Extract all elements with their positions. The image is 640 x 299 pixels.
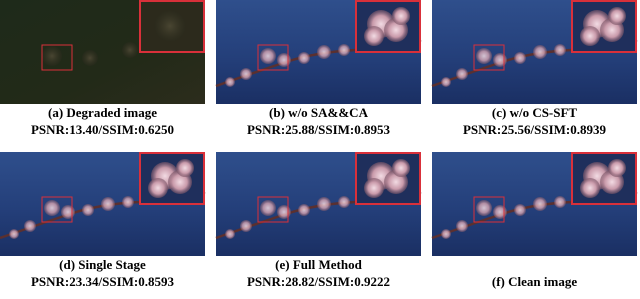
crop-box [41,44,73,71]
blossom [476,48,492,64]
blossom [122,196,134,208]
panel [431,152,638,256]
caption: (d) Single Stage [59,257,146,272]
blossom [338,196,350,208]
blossom [24,220,36,232]
blossom [277,205,291,219]
zoom-blossom [580,178,600,198]
blossom [298,204,310,216]
blossom [122,42,138,58]
caption: (f) Clean image [492,274,577,289]
blossom [514,204,526,216]
blossom [456,68,468,80]
caption: (b) w/o SA&&CA [269,105,369,120]
blossom [317,197,331,211]
blossom [554,44,566,56]
panel [0,0,205,104]
zoom-blossom [608,159,626,177]
blossom [441,77,451,87]
blossom [456,220,468,232]
blossom [533,45,547,59]
zoom-blossom [176,159,194,177]
panel [215,0,422,104]
panel [215,152,422,256]
blossom [533,197,547,211]
caption: (c) w/o CS-SFT [492,105,578,120]
zoom-blossom [148,178,168,198]
blossom [260,48,276,64]
zoom-blossom [364,26,384,46]
blossom [101,197,115,211]
blossom [493,205,507,219]
blossom [298,52,310,64]
caption: (a) Degraded image [48,105,157,120]
zoom-box [571,0,637,53]
blossom [240,220,252,232]
blossom [9,229,19,239]
metrics: PSNR:28.82/SSIM:0.9222 [247,274,390,289]
metrics: PSNR:13.40/SSIM:0.6250 [31,122,174,137]
blossom [441,229,451,239]
blossom [338,44,350,56]
blossom [240,68,252,80]
crop-box [257,196,289,223]
blossom [42,46,62,66]
zoom-blossom [392,7,410,25]
blossom [82,50,98,66]
blossom [317,45,331,59]
crop-box [257,44,289,71]
metrics: PSNR:23.34/SSIM:0.8593 [31,274,175,289]
blossom [514,52,526,64]
zoom-blossom [154,10,186,42]
zoom-box [355,0,421,53]
blossom [493,53,507,67]
zoom-blossom [608,7,626,25]
zoom-blossom [364,178,384,198]
zoom-box [139,152,205,205]
caption: (e) Full Method [275,257,362,272]
metrics: PSNR:25.88/SSIM:0.8953 [247,122,391,137]
metrics: PSNR:25.56/SSIM:0.8939 [463,122,607,137]
zoom-box [571,152,637,205]
blossom [260,200,276,216]
zoom-blossom [392,159,410,177]
panel [0,152,206,256]
blossom [44,200,60,216]
crop-box [473,44,505,71]
blossom [82,204,94,216]
blossom [61,205,75,219]
blossom [554,196,566,208]
crop-box [41,196,73,223]
blossom [277,53,291,67]
zoom-box [139,0,205,53]
zoom-blossom [580,26,600,46]
blossom [476,200,492,216]
crop-box [473,196,505,223]
zoom-box [355,152,421,205]
blossom [225,229,235,239]
blossom [225,77,235,87]
panel [431,0,638,104]
